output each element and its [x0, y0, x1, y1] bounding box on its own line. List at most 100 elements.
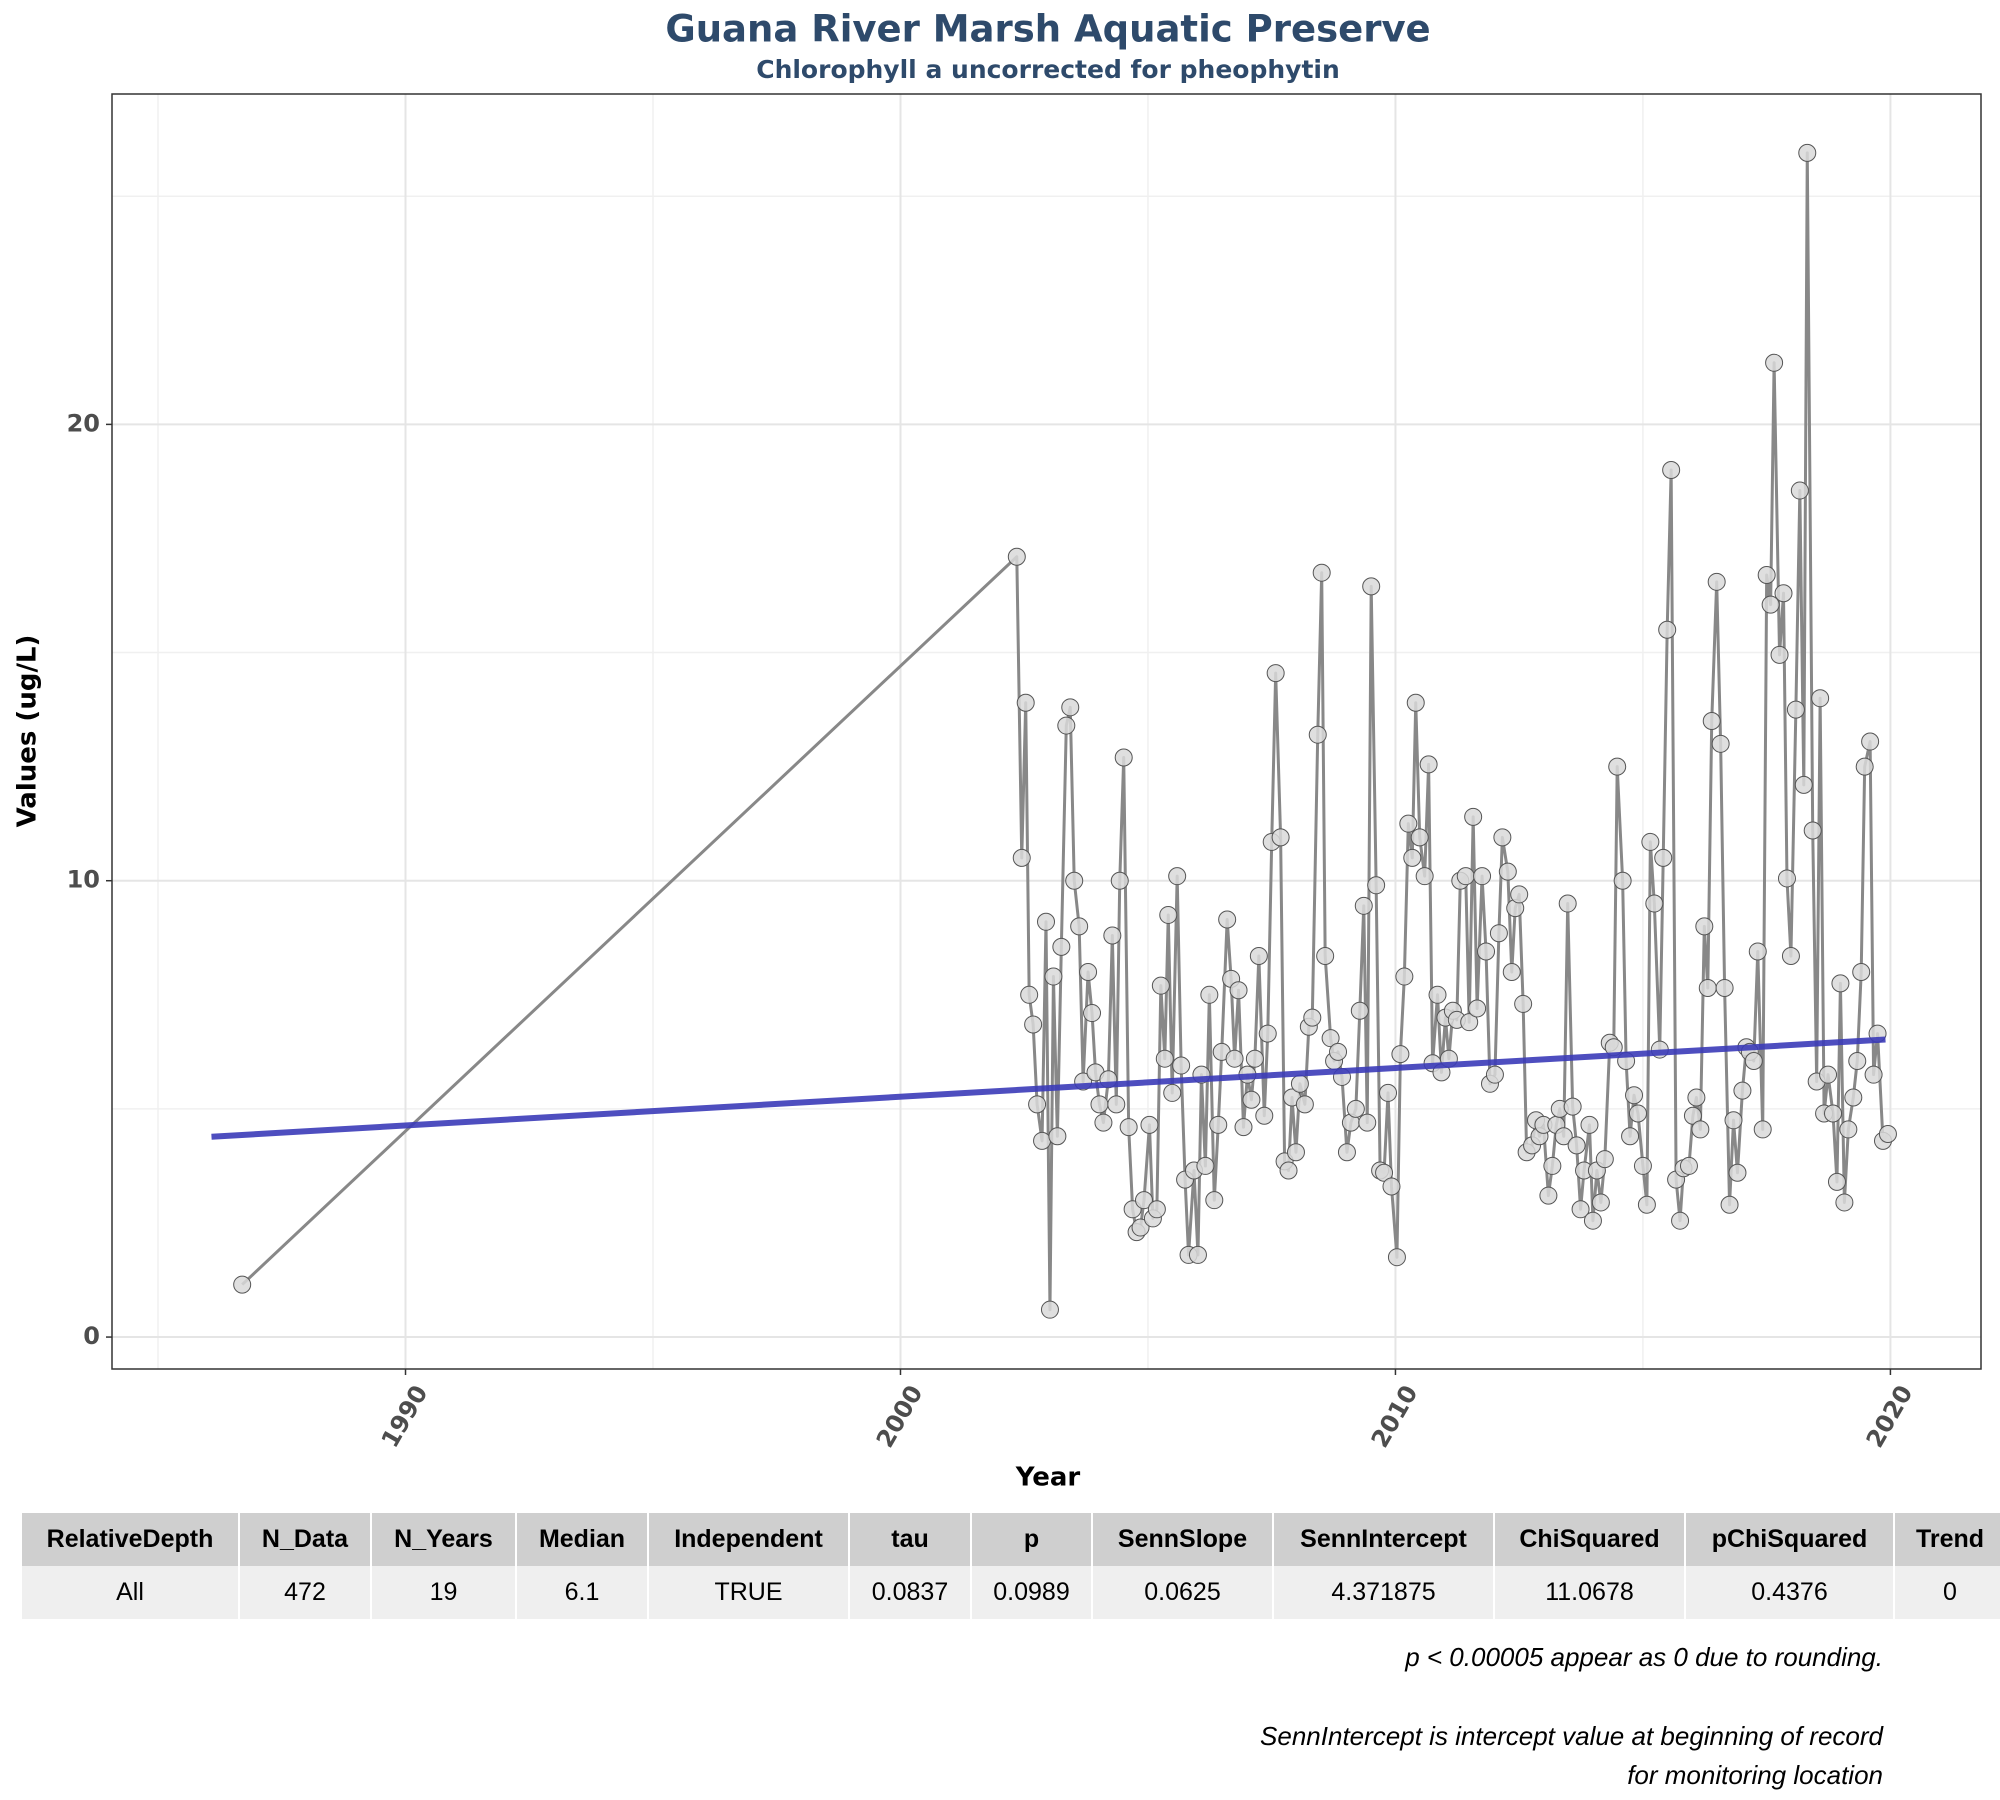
y-tick-label: 10	[67, 866, 100, 894]
data-point	[1061, 698, 1080, 717]
data-point	[1079, 962, 1098, 981]
grid	[112, 94, 1981, 1369]
data-point	[1094, 1113, 1113, 1132]
data-point	[1242, 1090, 1261, 1109]
data-point	[1218, 910, 1237, 929]
data-point	[1295, 1095, 1314, 1114]
data-point	[1337, 1143, 1356, 1162]
notes: p < 0.00005 appear as 0 due to rounding.…	[1223, 1638, 1883, 1800]
data-point	[1786, 700, 1805, 719]
data-point	[1196, 1156, 1215, 1175]
data-point	[1321, 1029, 1340, 1048]
data-point	[1707, 572, 1726, 591]
data-point	[1679, 1156, 1698, 1175]
chart: Guana River Marsh Aquatic Preserve Chlor…	[13, 8, 1982, 1493]
data-point	[1774, 584, 1793, 603]
data-point	[1621, 1127, 1640, 1146]
data-point	[1395, 967, 1414, 986]
note: p < 0.00005 appear as 0 due to rounding.	[1405, 1642, 1883, 1672]
data-point	[1234, 1118, 1253, 1137]
data-point	[1163, 1083, 1182, 1102]
data-point	[1613, 871, 1632, 890]
data-point	[1016, 693, 1035, 712]
data-point	[1012, 848, 1031, 867]
data-point	[1119, 1118, 1138, 1137]
data-point	[1683, 1106, 1702, 1125]
data-point	[1387, 1248, 1406, 1267]
data-point	[1188, 1245, 1207, 1264]
data-point	[1209, 1115, 1228, 1134]
y-tick-label: 0	[83, 1322, 100, 1350]
data-point	[1498, 862, 1517, 881]
data-point	[1628, 1104, 1647, 1123]
data-point	[1245, 1049, 1264, 1068]
data-point	[1744, 1051, 1763, 1070]
data-point	[1848, 1051, 1867, 1070]
data-point	[1155, 1049, 1174, 1068]
data-point	[1493, 828, 1512, 847]
data-point	[1765, 353, 1784, 372]
data-point	[1658, 620, 1677, 639]
data-point	[1225, 1049, 1244, 1068]
table-cell: 0	[1895, 1566, 2000, 1619]
data-point	[1757, 565, 1776, 584]
x-tick-label: 2020	[1861, 1381, 1919, 1453]
data-point	[1033, 1131, 1052, 1150]
chart-subtitle: Chlorophyll a uncorrected for pheophytin	[756, 55, 1340, 84]
data-point	[1543, 1156, 1562, 1175]
data-point	[1312, 563, 1331, 582]
data-point	[1608, 757, 1627, 776]
data-point	[1777, 869, 1796, 888]
data-point	[1375, 1163, 1394, 1182]
column-header: p	[972, 1513, 1091, 1566]
data-point	[1255, 1106, 1274, 1125]
data-point	[1391, 1045, 1410, 1064]
data-point	[1316, 947, 1335, 966]
chart-title: Guana River Marsh Aquatic Preserve	[665, 8, 1430, 51]
data-point	[1367, 876, 1386, 895]
data-point	[1103, 926, 1122, 945]
data-point	[1798, 143, 1817, 162]
column-header: tau	[850, 1513, 970, 1566]
data-point	[1107, 1095, 1126, 1114]
data-point	[1824, 1104, 1843, 1123]
data-point	[1827, 1172, 1846, 1191]
data-point	[1803, 821, 1822, 840]
plot-border	[111, 93, 1982, 1370]
data-point	[1065, 871, 1084, 890]
data-point	[1567, 1136, 1586, 1155]
data-point	[1135, 1191, 1154, 1210]
data-point	[1861, 732, 1880, 751]
data-point	[1070, 917, 1089, 936]
data-point	[1691, 1120, 1710, 1139]
data-point	[1711, 734, 1730, 753]
table-cell: 6.1	[517, 1566, 647, 1619]
table-cell: 0.0625	[1093, 1566, 1272, 1619]
table-cell: 0.0989	[972, 1566, 1091, 1619]
table-cell: 0.4376	[1686, 1566, 1893, 1619]
data-point	[1205, 1191, 1224, 1210]
column-header: Median	[517, 1513, 647, 1566]
data-point	[1090, 1095, 1109, 1114]
data-point	[1687, 1088, 1706, 1107]
data-point	[1748, 942, 1767, 961]
data-point	[1428, 985, 1447, 1004]
data-point	[1811, 689, 1830, 708]
x-tick-label: 2000	[871, 1381, 929, 1453]
data-point	[1468, 999, 1487, 1018]
table-cell: 19	[372, 1566, 515, 1619]
data-point	[1662, 461, 1681, 480]
data-point	[1147, 1200, 1166, 1219]
data-point	[1037, 912, 1056, 931]
data-point	[1415, 867, 1434, 886]
data-point	[1329, 1042, 1348, 1061]
column-header: SennSlope	[1093, 1513, 1272, 1566]
data-point	[1279, 1161, 1298, 1180]
data-point	[1131, 1218, 1150, 1237]
data-point	[1715, 978, 1734, 997]
trend-line	[211, 1036, 1886, 1140]
x-axis-title: Year	[1015, 1463, 1081, 1493]
note: SennIntercept is intercept value at begi…	[1260, 1721, 1883, 1790]
data-point	[1477, 942, 1496, 961]
